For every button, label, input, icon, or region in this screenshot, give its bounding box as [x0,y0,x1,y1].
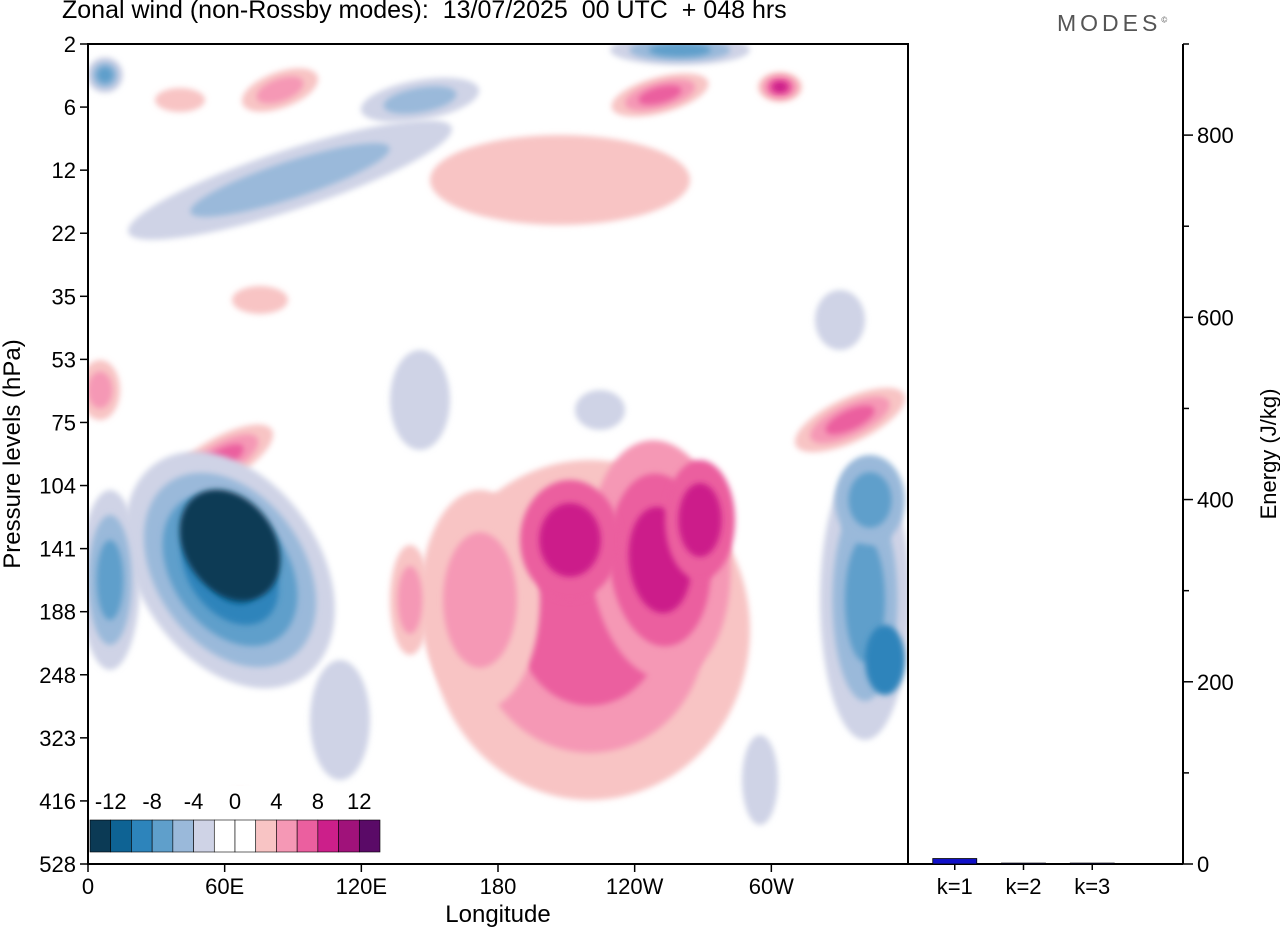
positive-contour [397,566,423,634]
energy-tick-label: 400 [1197,488,1234,513]
positive-contour [256,76,304,104]
colorbar-label: 8 [312,789,324,814]
positive-contour [232,286,288,314]
chart-title: Zonal wind (non-Rossby modes): 13/07/202… [62,0,787,24]
colorbar-swatch [255,819,277,853]
positive-contour [430,135,690,225]
negative-contour [815,290,865,350]
logo-mark: © [1161,15,1168,25]
category-label: k=1 [937,874,973,899]
negative-contour [190,143,390,217]
positive-contour [88,371,113,409]
y-tick-label: 528 [39,852,76,877]
energy-tick-label: 600 [1197,305,1234,330]
x-tick-label: 120W [606,874,664,899]
energy-bars: 0 200 400 600 800 Energy (J/kg) k=1 k=2 k=3 [907,43,1280,899]
negative-contour [648,44,712,57]
energy-bar [932,858,978,865]
y-tick-label: 12 [52,158,76,183]
colorbar-swatch [151,819,174,853]
colorbar-label: -12 [95,789,127,814]
negative-contour [742,735,778,825]
y-tick-label: 6 [64,95,76,120]
negative-contour [575,390,625,430]
x-axis-label: Longitude [445,901,550,928]
colorbar-swatch [131,819,153,853]
y-tick-label: 2 [64,32,76,57]
y-tick-label: 53 [52,347,76,372]
y-tick-label: 188 [39,600,76,625]
colorbar-label: 0 [229,789,241,814]
negative-contour [383,86,457,114]
colorbar-swatch [172,819,194,853]
energy-tick-label: 800 [1197,123,1234,148]
x-tick-label: 180 [480,874,517,899]
positive-contour [678,483,722,557]
y-tick-label: 248 [39,663,76,688]
positive-contour [825,405,875,435]
positive-contour [539,503,601,577]
energy-bar [1069,862,1115,865]
energy-bar [1001,862,1046,865]
negative-contour [390,350,450,450]
colorbar-label: -4 [184,789,204,814]
x-tick-label: 0 [82,874,94,899]
negative-contour [97,67,113,83]
colorbar: -12 -8 -4 0 4 8 12 [84,786,384,856]
positive-contour [772,81,788,93]
colorbar-swatch [296,819,319,853]
colorbar-label: 12 [347,789,371,814]
positive-contour [638,85,682,105]
colorbar-swatch [89,819,112,853]
colorbar-swatch [317,819,339,853]
y-tick-label: 323 [39,726,76,751]
category-label: k=3 [1074,874,1110,899]
modes-logo: MODES© [1057,10,1167,37]
negative-contour [865,625,905,695]
positive-contour [443,532,517,668]
x-tick-label: 60E [205,874,244,899]
y-tick-label: 141 [39,537,76,562]
y-tick-label: 416 [39,789,76,814]
colorbar-swatch [213,819,236,853]
colorbar-label: 4 [270,789,282,814]
negative-contour [179,489,281,601]
y-tick-label: 22 [52,221,76,246]
energy-tick-label: 0 [1197,852,1209,877]
energy-tick-label: 200 [1197,670,1234,695]
colorbar-swatch [276,819,298,853]
category-label: k=2 [1005,874,1041,899]
energy-axis-label: Energy (J/kg) [1256,389,1280,520]
colorbar-swatch [234,819,257,853]
x-tick-label: 60W [749,874,794,899]
y-axis-label: Pressure levels (hPa) [0,339,26,568]
y-tick-label: 35 [52,284,76,309]
wind-field [88,44,908,850]
negative-contour [310,660,370,780]
colorbar-swatch [358,819,381,853]
colorbar-swatch [338,819,360,853]
y-tick-label: 104 [39,474,76,499]
negative-contour [848,472,892,528]
negative-contour [96,540,124,620]
colorbar-label: -8 [142,789,162,814]
positive-contour [155,88,205,112]
x-tick-label: 120E [336,874,387,899]
colorbar-swatch [193,819,215,853]
colorbar-swatch [110,819,132,853]
logo-text: MODES [1057,10,1162,36]
y-tick-label: 75 [52,410,76,435]
